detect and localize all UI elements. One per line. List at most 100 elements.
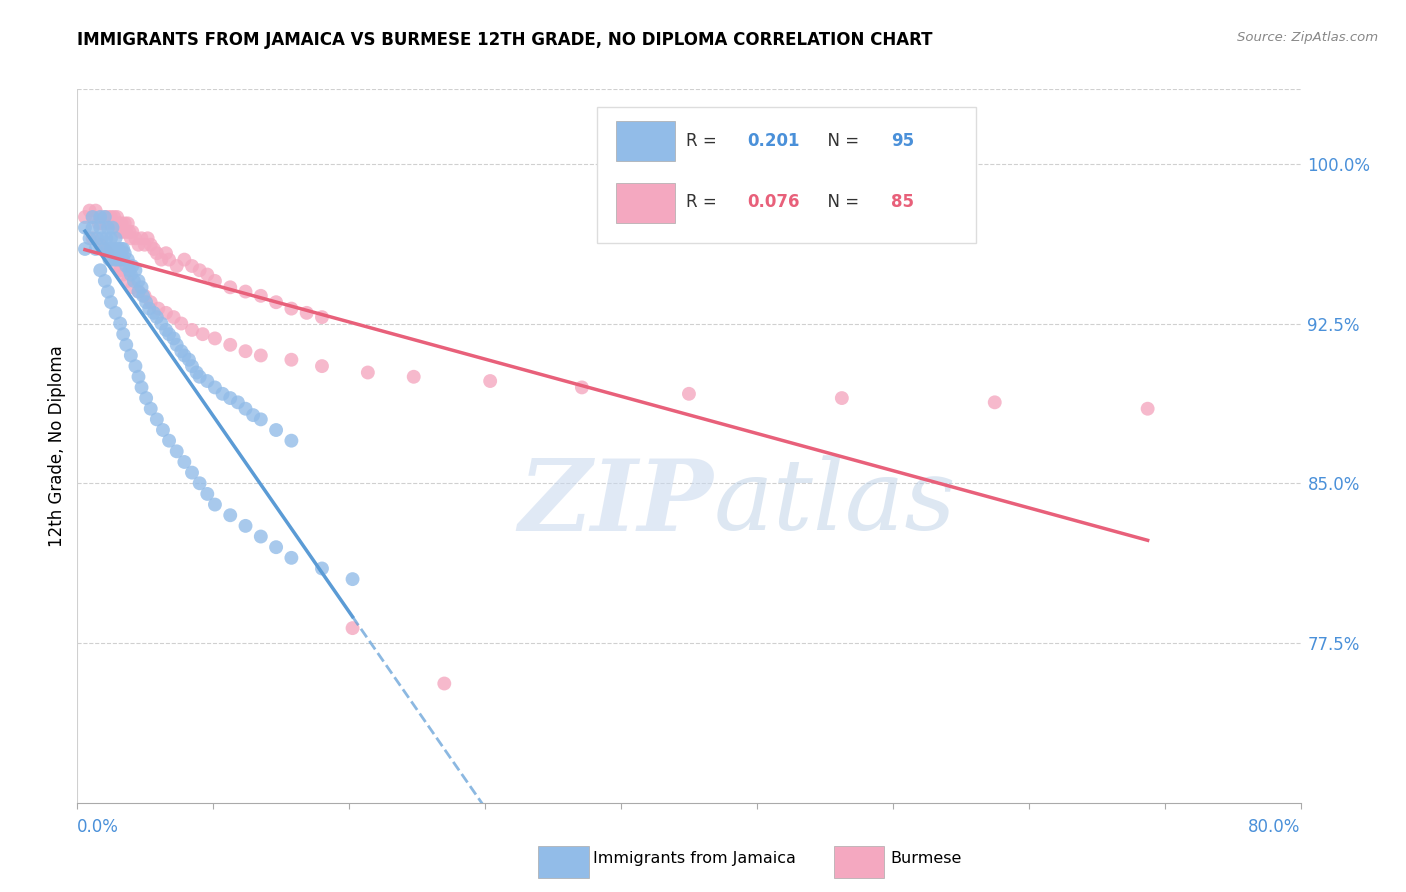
Point	[118, 225, 141, 239]
Point	[135, 391, 157, 405]
Point	[219, 391, 242, 405]
Point	[219, 280, 242, 294]
Point	[124, 263, 146, 277]
Point	[280, 550, 302, 565]
Point	[479, 374, 502, 388]
Point	[101, 220, 124, 235]
Point	[94, 242, 117, 256]
Point	[131, 280, 153, 294]
Point	[79, 231, 101, 245]
Text: 85: 85	[891, 193, 914, 211]
Point	[100, 242, 122, 256]
Point	[250, 289, 273, 303]
Point	[105, 252, 128, 267]
Point	[79, 203, 101, 218]
Point	[97, 220, 120, 235]
Point	[128, 237, 150, 252]
Point	[250, 349, 273, 363]
Point	[166, 259, 188, 273]
Point	[181, 359, 204, 373]
Point	[82, 220, 104, 235]
Point	[115, 338, 138, 352]
Point	[104, 231, 127, 245]
Point	[114, 246, 136, 260]
Point	[90, 216, 112, 230]
Point	[73, 220, 96, 235]
Point	[311, 359, 333, 373]
Point	[100, 295, 122, 310]
Point	[146, 310, 169, 325]
Point	[157, 252, 180, 267]
Point	[89, 237, 111, 252]
Point	[104, 216, 127, 230]
Point	[188, 263, 211, 277]
Point	[87, 216, 110, 230]
Point	[188, 476, 211, 491]
Point	[134, 289, 156, 303]
Point	[170, 344, 193, 359]
Point	[134, 237, 156, 252]
Point	[96, 216, 118, 230]
Text: 0.201: 0.201	[748, 132, 800, 150]
Point	[86, 231, 108, 245]
Point	[97, 210, 120, 224]
Point	[152, 423, 174, 437]
Point	[136, 231, 159, 245]
Point	[128, 274, 150, 288]
Point	[131, 380, 153, 394]
Point	[97, 246, 120, 260]
Point	[97, 242, 120, 256]
Point	[211, 386, 233, 401]
Point	[155, 306, 177, 320]
Point	[219, 338, 242, 352]
Point	[204, 498, 226, 512]
FancyBboxPatch shape	[598, 107, 976, 243]
Point	[103, 252, 125, 267]
Point	[114, 216, 136, 230]
Point	[155, 246, 177, 260]
Point	[311, 561, 333, 575]
Point	[195, 374, 218, 388]
Point	[90, 231, 112, 245]
Point	[148, 301, 170, 316]
Point	[82, 210, 104, 224]
Point	[118, 263, 141, 277]
Point	[181, 323, 204, 337]
Point	[157, 327, 180, 342]
Point	[122, 274, 145, 288]
Point	[100, 210, 122, 224]
Point	[235, 285, 257, 299]
Point	[128, 285, 150, 299]
Point	[111, 242, 134, 256]
Text: 95: 95	[891, 132, 914, 150]
Point	[163, 310, 186, 325]
Point	[163, 331, 186, 345]
Point	[128, 369, 150, 384]
Point	[103, 210, 125, 224]
Point	[166, 444, 188, 458]
Point	[177, 352, 200, 367]
Text: N =: N =	[817, 193, 865, 211]
Point	[94, 210, 117, 224]
Point	[89, 210, 111, 224]
Point	[121, 225, 143, 239]
Point	[226, 395, 249, 409]
Point	[219, 508, 242, 523]
Point	[117, 274, 139, 288]
Point	[117, 216, 139, 230]
Point	[571, 380, 593, 394]
Point	[100, 252, 122, 267]
Point	[135, 295, 157, 310]
Point	[195, 487, 218, 501]
Text: R =: R =	[686, 193, 723, 211]
Point	[115, 225, 138, 239]
Point	[120, 349, 142, 363]
Point	[73, 210, 96, 224]
Text: 0.0%: 0.0%	[77, 818, 120, 836]
Text: ZIP: ZIP	[519, 455, 713, 551]
Point	[204, 274, 226, 288]
Point	[108, 263, 131, 277]
Point	[73, 242, 96, 256]
Point	[138, 301, 160, 316]
Point	[186, 366, 208, 380]
